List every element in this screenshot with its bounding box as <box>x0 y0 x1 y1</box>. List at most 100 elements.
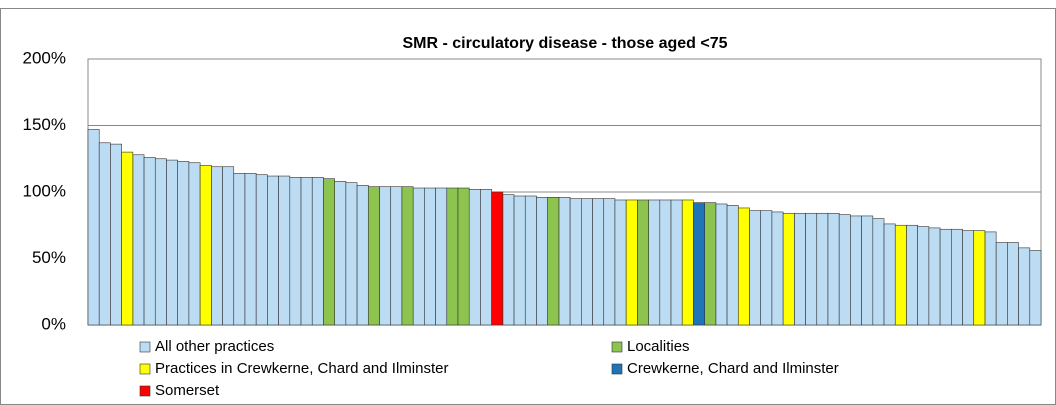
bar <box>850 215 862 326</box>
bar <box>412 187 425 326</box>
bar <box>771 211 784 326</box>
bar <box>894 224 907 326</box>
bar <box>569 198 582 326</box>
bar <box>300 177 313 326</box>
bar <box>906 224 918 326</box>
bar <box>782 212 795 326</box>
bar <box>939 228 952 326</box>
bar <box>962 230 975 326</box>
bar <box>648 199 661 326</box>
bar <box>693 202 705 326</box>
bar <box>861 215 874 326</box>
bar <box>726 205 739 326</box>
bar <box>547 197 560 326</box>
bar <box>1018 247 1031 326</box>
bar <box>323 178 335 326</box>
legend-swatch <box>139 363 151 375</box>
bar <box>188 162 201 326</box>
bar <box>984 231 997 326</box>
bar <box>1007 242 1019 326</box>
bar <box>637 199 649 326</box>
bar <box>424 187 436 326</box>
bar <box>379 186 392 326</box>
bar <box>513 195 526 326</box>
y-tick-label: 50% <box>32 248 66 267</box>
legend-label: All other practices <box>155 338 274 355</box>
bar <box>805 212 818 326</box>
bar <box>592 198 605 326</box>
bar <box>435 187 448 326</box>
bar <box>121 151 134 326</box>
legend-swatch <box>611 341 623 353</box>
bar <box>536 197 548 326</box>
legend-swatch <box>139 385 151 397</box>
bar <box>457 187 470 326</box>
bar <box>311 177 324 326</box>
y-tick-label: 0% <box>41 314 66 333</box>
bar <box>737 207 750 326</box>
y-tick-label: 100% <box>23 181 66 200</box>
bar <box>827 212 840 326</box>
bar <box>491 191 504 326</box>
legend-label: Crewkerne, Chard and Ilminster <box>627 360 839 377</box>
bar <box>98 142 111 326</box>
legend-swatch <box>611 363 623 375</box>
bar <box>334 181 347 326</box>
bar <box>154 158 167 326</box>
bar <box>278 175 291 326</box>
bar <box>760 210 773 326</box>
bar <box>177 161 190 326</box>
bar <box>715 203 728 326</box>
bar <box>838 214 851 326</box>
bar <box>1029 250 1042 326</box>
bar <box>367 186 380 326</box>
bar <box>267 175 279 326</box>
y-tick-label: 200% <box>23 48 66 67</box>
bar <box>659 199 672 326</box>
bar <box>502 194 515 326</box>
bar <box>446 187 459 326</box>
bar <box>244 173 257 326</box>
bar <box>233 173 246 326</box>
bar <box>704 202 717 326</box>
bar <box>816 212 829 326</box>
bar <box>603 198 616 326</box>
bar <box>166 159 178 326</box>
bar <box>917 226 930 326</box>
legend-label: Localities <box>627 338 690 355</box>
legend-label: Practices in Crewkerne, Chard and Ilmins… <box>155 360 448 377</box>
bar <box>211 166 223 326</box>
bar <box>681 199 694 326</box>
bar <box>524 195 537 326</box>
bar <box>468 189 481 326</box>
bar <box>749 210 762 326</box>
bar <box>289 177 302 326</box>
bar <box>973 230 986 326</box>
bar <box>356 185 369 326</box>
bar <box>951 228 963 326</box>
bar <box>199 165 212 326</box>
bar <box>143 157 156 326</box>
bar <box>614 199 627 326</box>
bar <box>794 212 806 326</box>
bar <box>255 174 268 326</box>
bar <box>87 129 100 326</box>
bar <box>132 154 145 326</box>
y-tick-label: 150% <box>23 115 66 134</box>
chart-title: SMR - circulatory disease - those aged <… <box>402 35 727 52</box>
bar <box>345 182 358 326</box>
bar <box>670 199 683 326</box>
bar <box>558 197 571 326</box>
bar <box>222 166 235 326</box>
bar <box>625 199 638 326</box>
bar <box>928 227 941 326</box>
bar <box>872 218 885 326</box>
bar <box>390 186 403 326</box>
bar <box>995 242 1008 326</box>
bar <box>480 189 492 326</box>
bar <box>110 143 122 326</box>
legend-label: Somerset <box>155 382 220 399</box>
bar <box>581 198 593 326</box>
